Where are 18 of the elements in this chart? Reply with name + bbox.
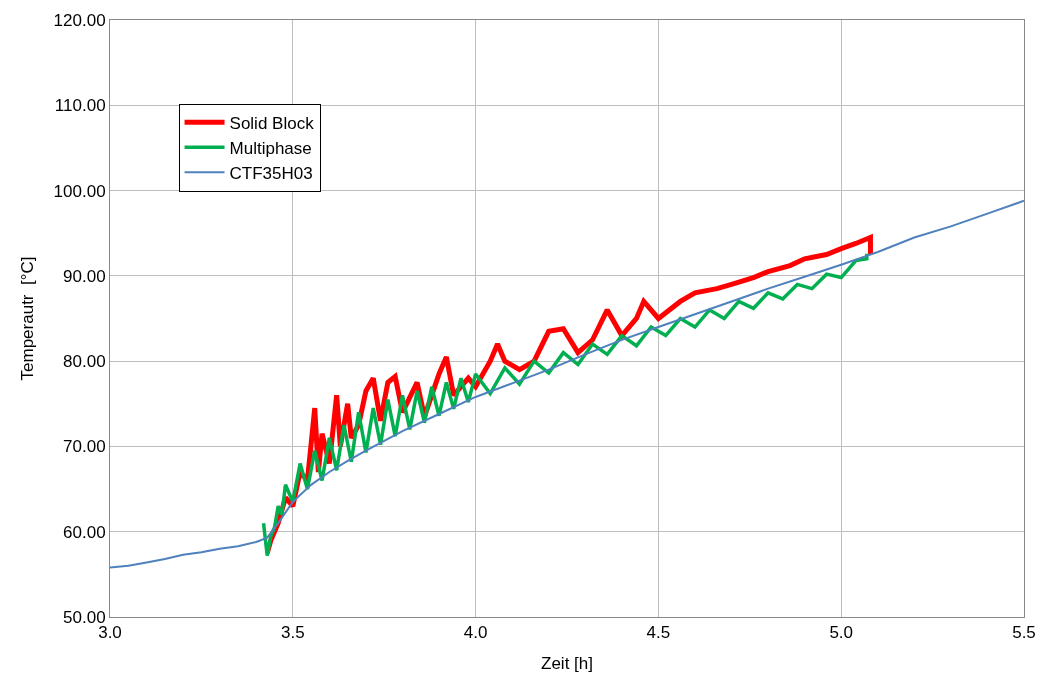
y-tick-label: 90.00 xyxy=(63,266,106,286)
x-tick-label: 4.0 xyxy=(463,623,488,643)
x-axis-title: Zeit [h] xyxy=(541,653,593,673)
line-series xyxy=(110,199,1024,569)
legend-label: Multiphase xyxy=(229,138,312,158)
x-tick-label: 5.5 xyxy=(1012,623,1036,643)
y-tick-label: 80.00 xyxy=(63,352,106,372)
x-tick-label: 3.5 xyxy=(280,623,305,643)
y-tick-label: 60.00 xyxy=(63,522,106,542)
y-tick-label: 110.00 xyxy=(54,96,106,116)
legend-label: CTF35H03 xyxy=(229,163,313,183)
legend-label: Solid Block xyxy=(229,113,315,133)
y-axis-title: Temperautr [°C] xyxy=(18,256,38,381)
x-tick-label: 4.5 xyxy=(646,623,671,643)
x-tick-label: 5.0 xyxy=(829,623,854,643)
y-tick-label: 120.00 xyxy=(53,10,106,30)
y-tick-label: 100.00 xyxy=(53,181,106,201)
y-tick-label: 70.00 xyxy=(63,437,106,457)
